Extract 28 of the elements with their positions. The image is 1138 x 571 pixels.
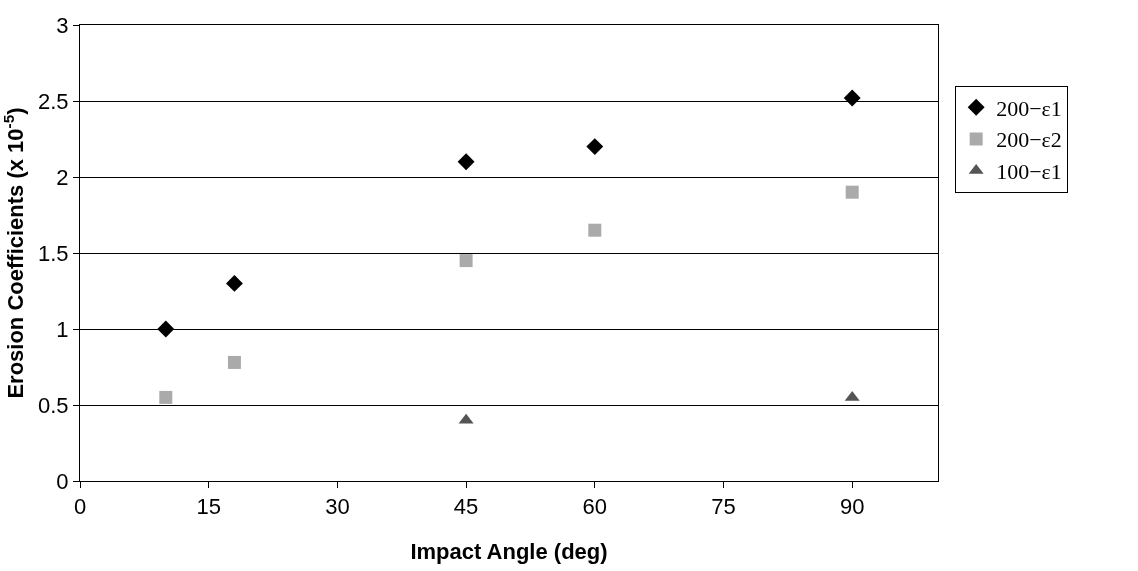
point bbox=[225, 274, 243, 292]
legend-label: 200−ε2 bbox=[996, 127, 1062, 153]
y-tick-label: 1.5 bbox=[38, 240, 69, 266]
y-tick-label: 0.5 bbox=[38, 392, 69, 418]
legend-label: 100−ε1 bbox=[996, 159, 1062, 185]
x-tick-label: 30 bbox=[325, 494, 350, 520]
y-tick-label: 2.5 bbox=[38, 88, 69, 114]
point bbox=[845, 185, 859, 199]
x-tick-label: 75 bbox=[711, 494, 736, 520]
point bbox=[586, 138, 604, 156]
point bbox=[843, 89, 861, 107]
x-axis-title: Impact Angle (deg) bbox=[410, 539, 608, 565]
point bbox=[159, 390, 173, 404]
legend-label: 200−ε1 bbox=[996, 95, 1062, 121]
point bbox=[227, 355, 241, 369]
y-tick-label: 1 bbox=[56, 316, 69, 342]
x-tick-label: 15 bbox=[196, 494, 221, 520]
x-tick-label: 90 bbox=[839, 494, 865, 520]
x-tick-label: 45 bbox=[453, 494, 479, 520]
y-tick-label: 2 bbox=[56, 164, 69, 190]
y-tick-label: 0 bbox=[56, 468, 69, 494]
point bbox=[157, 320, 175, 338]
point bbox=[457, 153, 475, 171]
x-tick-label: 60 bbox=[582, 494, 608, 520]
x-tick-label: 0 bbox=[73, 494, 87, 520]
point bbox=[459, 254, 473, 268]
point bbox=[588, 223, 602, 237]
y-tick-label: 3 bbox=[56, 12, 69, 38]
